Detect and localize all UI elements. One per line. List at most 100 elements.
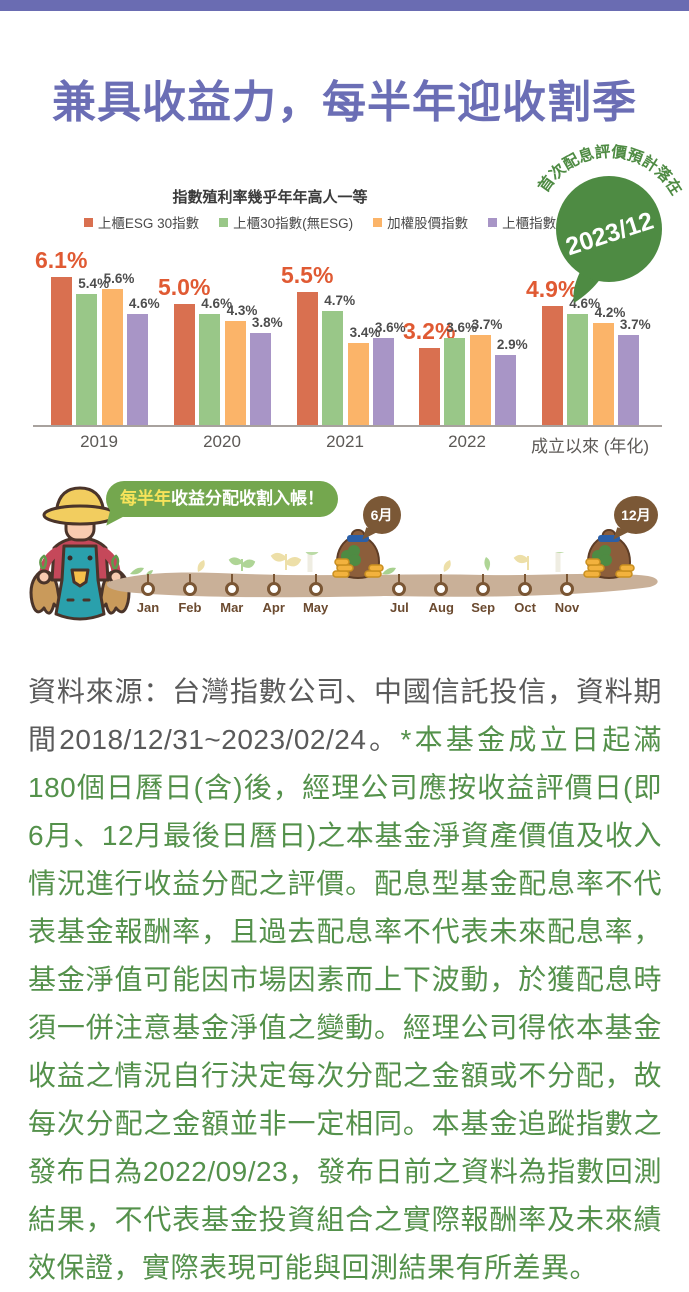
bar xyxy=(322,311,344,425)
axis-category-label: 2019 xyxy=(80,432,118,451)
bar-value-label: 4.7% xyxy=(324,293,356,308)
badge-circle xyxy=(556,176,662,282)
axis-category-label: 2020 xyxy=(203,432,241,451)
legend-swatch-icon xyxy=(219,217,229,227)
bar xyxy=(419,348,440,425)
timeline-pin-stem xyxy=(524,574,527,583)
bar-value-label: 4.9% xyxy=(526,276,579,302)
bar xyxy=(542,306,563,425)
first-payout-badge: 首次配息評價預計落在 2023/12 xyxy=(534,142,686,303)
month-label: Nov xyxy=(554,600,580,615)
x-axis-labels: 2019 2020 2021 2022 成立以來 (年化) xyxy=(0,432,689,456)
bar-value-label: 5.0% xyxy=(158,274,211,300)
payout-month-bubble: 12月 xyxy=(613,496,658,534)
dividend-yield-chart: 指數殖利率幾乎年年高人一等 上櫃ESG 30指數 上櫃30指數(無ESG) 加權股價… xyxy=(0,142,689,470)
bar xyxy=(592,323,614,425)
month-label: Jan xyxy=(136,600,160,615)
month-label: Jul xyxy=(389,600,409,615)
bar xyxy=(372,338,394,425)
bar-value-label: 3.7% xyxy=(619,317,651,332)
bar-value-label: 4.6% xyxy=(201,296,233,311)
timeline-pin-icon xyxy=(560,582,574,596)
infographic-page: 兼具收益力，每半年迎收割季 指數殖利率幾乎年年高人一等 上櫃ESG 30指數 上櫃… xyxy=(0,0,689,1209)
bar xyxy=(494,355,516,425)
bar-value-label: 3.8% xyxy=(251,315,283,330)
bar-value-label: 5.4% xyxy=(78,276,110,291)
chart-plot-area: 6.1% 5.4% 5.6% 4.6% 5.0% 4.6% 4.3% 3.8% 5.5% 4.7%… xyxy=(0,247,689,425)
bar xyxy=(469,335,491,425)
timeline-pin-stem xyxy=(230,574,233,583)
bar-value-label: 5.5% xyxy=(281,262,334,288)
bar xyxy=(249,333,271,425)
timeline-pin-stem xyxy=(272,574,275,583)
bar xyxy=(347,343,369,425)
bar xyxy=(51,277,72,425)
bar-group: 6.1% 5.4% 5.6% 4.6% xyxy=(35,247,160,425)
bar-group: 3.2% 3.6% 3.7% 2.9% xyxy=(403,253,528,425)
month-label: Oct xyxy=(514,600,536,615)
bar-value-label: 6.1% xyxy=(35,247,88,273)
footnote-text: 資料來源：台灣指數公司、中國信託投信，資料期間2018/12/31~2023/0… xyxy=(28,668,662,1292)
bar xyxy=(567,314,589,425)
axis-category-label: 成立以來 (年化) xyxy=(530,437,650,456)
bar-group: 5.0% 4.6% 4.3% 3.8% xyxy=(158,253,283,425)
timeline-pin-stem xyxy=(188,574,191,583)
disclaimer-text: *本基金成立日起滿180個日曆日(含)後，經理公司應按收益評價日(即6月、12月… xyxy=(28,724,662,1283)
timeline-pin-icon xyxy=(182,582,197,596)
x-axis-line xyxy=(33,425,662,427)
legend-label: 加權股價指數 xyxy=(387,216,469,231)
page-title: 兼具收益力，每半年迎收割季 xyxy=(52,78,637,127)
month-label: Aug xyxy=(428,600,454,615)
chart-title: 指數殖利率幾乎年年高人一等 xyxy=(172,189,368,206)
timeline-pin-stem xyxy=(147,574,149,583)
legend-label: 上櫃30指數(無ESG) xyxy=(233,216,354,231)
legend-swatch-icon xyxy=(488,217,498,227)
bar xyxy=(617,335,639,425)
axis-category-label: 2022 xyxy=(448,432,486,451)
bar-value-label: 3.4% xyxy=(349,325,381,340)
legend-item: 加權股價指數 xyxy=(373,212,468,232)
bar xyxy=(444,338,466,425)
timeline-pin-icon xyxy=(518,582,533,596)
timeline-pin-stem xyxy=(566,574,568,583)
bar xyxy=(224,321,246,425)
bar-group: 5.5% 4.7% 3.4% 3.6% xyxy=(281,253,406,425)
timeline-pin-icon xyxy=(434,582,449,596)
timeline-pin-icon xyxy=(224,582,239,596)
bar xyxy=(126,314,148,425)
bar xyxy=(174,304,195,425)
axis-category-label: 2021 xyxy=(326,432,364,451)
timeline-pin-stem xyxy=(440,574,443,583)
month-label: May xyxy=(302,600,329,615)
chart-legend: 上櫃ESG 30指數 上櫃30指數(無ESG) 加權股價指數 上櫃指數 xyxy=(20,212,620,232)
bar xyxy=(297,292,318,425)
timeline-pin-icon xyxy=(308,582,323,596)
month-label: Sep xyxy=(471,600,496,615)
bar-value-label: 4.2% xyxy=(594,305,626,320)
bar-group: 4.9% 4.6% 4.2% 3.7% xyxy=(526,253,651,425)
month-label: Mar xyxy=(220,600,244,615)
timeline-pin-icon xyxy=(141,582,155,596)
legend-item: 上櫃ESG 30指數 xyxy=(83,212,200,232)
legend-swatch-icon xyxy=(83,217,93,227)
bar xyxy=(199,314,221,425)
legend-swatch-icon xyxy=(373,217,383,227)
bar-value-label: 2.9% xyxy=(496,337,528,352)
month-label: Apr xyxy=(262,600,285,615)
bar-value-label: 4.6% xyxy=(128,296,160,311)
timeline-pin-stem xyxy=(482,574,485,583)
money-bag-icon xyxy=(583,529,635,579)
timeline-pin-icon xyxy=(266,582,281,596)
timeline-pin-icon xyxy=(392,582,407,596)
bar-value-label: 3.7% xyxy=(471,317,503,332)
timeline-pin-icon xyxy=(476,582,491,596)
legend-item: 上櫃指數 xyxy=(488,212,556,232)
bar-value-label: 4.3% xyxy=(226,303,258,318)
payout-speech-bubble: 每半年收益分配收割入帳！ xyxy=(106,481,338,517)
timeline-pin-stem xyxy=(314,574,317,583)
bar-value-label: 3.6% xyxy=(446,320,478,335)
legend-label: 上櫃ESG 30指數 xyxy=(97,216,200,231)
bar-value-label: 5.6% xyxy=(103,271,135,286)
harvest-timeline: 每半年收益分配收割入帳！ xyxy=(0,470,689,650)
bar xyxy=(101,289,123,425)
